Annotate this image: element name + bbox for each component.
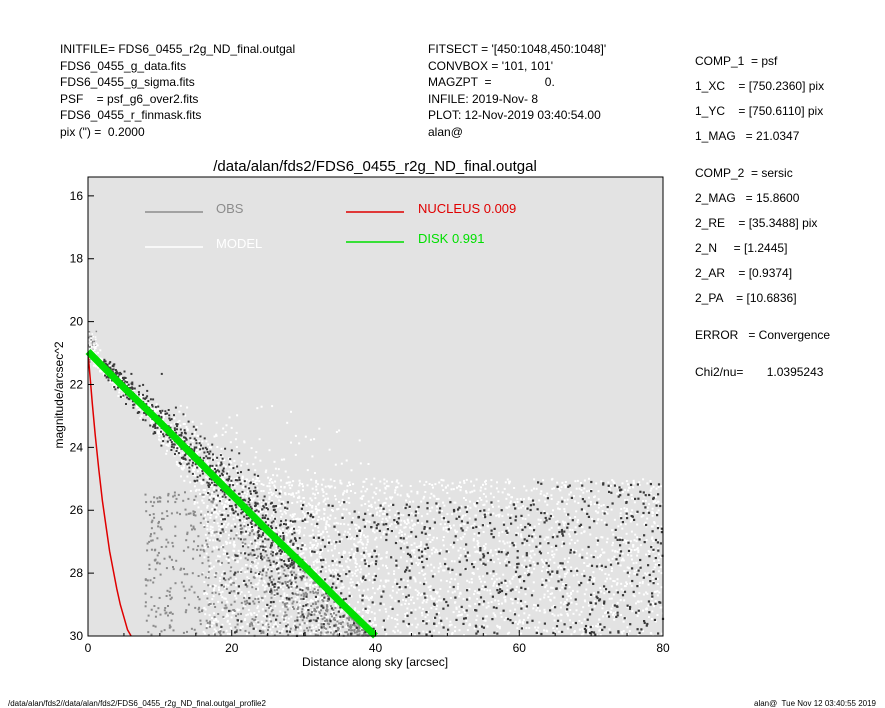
- header-left-line: FDS6_0455_g_data.fits: [60, 58, 187, 73]
- series-line-nucleus: [87, 353, 132, 637]
- legend-label-disk: DISK 0.991: [418, 231, 485, 246]
- header-right-line: 1_XC = [750.2360] pix: [695, 79, 825, 93]
- x-axis-label: Distance along sky [arcsec]: [302, 655, 448, 669]
- legend-label-model: MODEL: [216, 236, 262, 251]
- footer-path: /data/alan/fds2//data/alan/fds2/FDS6_045…: [8, 699, 266, 708]
- y-tick-label: 22: [70, 377, 84, 391]
- legend-label-nucleus: NUCLEUS 0.009: [418, 201, 516, 216]
- footer-timestamp: alan@ Tue Nov 12 03:40:55 2019: [754, 699, 876, 708]
- header-right-line: COMP_1 = psf: [695, 54, 778, 68]
- series-line-disk: [85, 349, 378, 639]
- x-tick-label: 40: [369, 641, 383, 655]
- header-mid-line: INFILE: 2019-Nov- 8: [428, 91, 539, 106]
- header-right-line: Chi2/nu= 1.0395243: [695, 365, 824, 379]
- header-right-line: 2_AR = [0.9374]: [695, 266, 793, 280]
- header-right-line: COMP_2 = sersic: [695, 166, 793, 180]
- header-right-line: 1_MAG = 21.0347: [695, 129, 800, 143]
- chart-title: /data/alan/fds2/FDS6_0455_r2g_ND_final.o…: [213, 158, 537, 175]
- header-left-line: pix (") = 0.2000: [60, 124, 145, 139]
- header-left-line: PSF = psf_g6_over2.fits: [60, 91, 199, 106]
- header-right-line: 2_RE = [35.3488] pix: [695, 216, 818, 230]
- header-mid-line: CONVBOX = '101, 101': [428, 58, 553, 73]
- header-mid-line: alan@: [428, 124, 463, 139]
- header-mid-line: MAGZPT = 0.: [428, 75, 555, 90]
- header-left-info: INITFILE= FDS6_0455_r2g_ND_final.outgal F…: [60, 41, 295, 141]
- header-right-line: 2_N = [1.2445]: [695, 241, 788, 255]
- header-left-line: FDS6_0455_g_sigma.fits: [60, 75, 195, 90]
- y-tick-label: 18: [70, 252, 84, 266]
- header-right-params: COMP_1 = psf 1_XC = [750.2360] pix 1_YC = …: [695, 49, 830, 385]
- header-left-line: FDS6_0455_r_finmask.fits: [60, 108, 202, 123]
- header-right-line: ERROR = Convergence: [695, 328, 831, 342]
- y-tick-label: 16: [70, 189, 84, 203]
- header-mid-info: FITSECT = '[450:1048,450:1048]' CONVBOX =…: [428, 41, 606, 141]
- header-mid-line: FITSECT = '[450:1048,450:1048]': [428, 42, 607, 56]
- x-tick-label: 20: [225, 641, 239, 655]
- x-tick-label: 60: [513, 641, 527, 655]
- y-tick-label: 24: [70, 440, 84, 454]
- header-left-line: INITFILE= FDS6_0455_r2g_ND_final.outgal: [60, 42, 296, 56]
- x-tick-label: 0: [85, 641, 92, 655]
- y-tick-label: 28: [70, 566, 84, 580]
- y-tick-label: 26: [70, 503, 84, 517]
- y-axis-label: magnitude/arcsec^2: [52, 341, 66, 448]
- y-tick-label: 30: [70, 629, 84, 643]
- header-right-line: 2_MAG = 15.8600: [695, 191, 800, 205]
- legend-label-obs: OBS: [216, 201, 244, 216]
- header-right-line: 1_YC = [750.6110] pix: [695, 104, 824, 118]
- y-tick-label: 20: [70, 315, 84, 329]
- plot-area: [88, 177, 663, 636]
- header-mid-line: PLOT: 12-Nov-2019 03:40:54.00: [428, 108, 601, 123]
- x-tick-label: 80: [656, 641, 670, 655]
- header-right-line: 2_PA = [10.6836]: [695, 291, 797, 305]
